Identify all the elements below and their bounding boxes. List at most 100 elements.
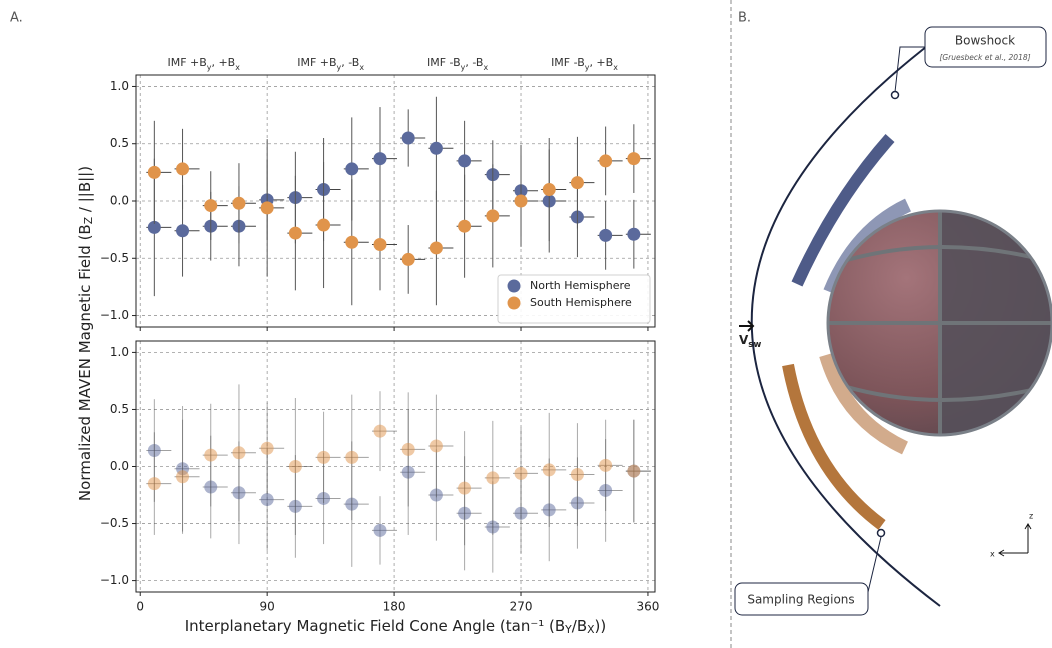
point: [542, 463, 556, 477]
panel-label: B.: [738, 11, 751, 26]
mars-outline: [826, 209, 1052, 437]
bowshock-curve: [750, 39, 941, 607]
point: [514, 466, 528, 480]
point: [627, 464, 641, 478]
point: [232, 446, 246, 460]
point: [514, 194, 528, 208]
point: [147, 165, 161, 179]
y-tick-label: −0.5: [100, 516, 129, 530]
y-axis-label: Normalized MAVEN Magnetic Field (BZ / ||…: [76, 166, 96, 501]
connector: [867, 536, 882, 593]
legend-marker: [507, 279, 521, 293]
point: [260, 201, 274, 215]
label-box: [924, 26, 1047, 68]
point: [288, 226, 302, 240]
x-tick-label: 270: [510, 600, 533, 614]
panel-label: A.: [10, 11, 23, 26]
point: [570, 467, 584, 481]
point: [176, 162, 190, 176]
y-tick-label: −1.0: [100, 308, 129, 322]
point: [260, 493, 274, 507]
velocity-arrow: [739, 320, 755, 332]
label-box: [734, 582, 869, 616]
point: [288, 460, 302, 473]
point: [176, 224, 190, 238]
axes-frame: [135, 74, 656, 328]
x-tick-label: 360: [636, 600, 659, 614]
plot: −1.0 −0.5 0.0 0.5 1.0 IMF +By, +Bx IMF +By, -B…: [76, 56, 656, 501]
y-tick-label: 0.0: [110, 459, 129, 473]
y-tick-label: 1.0: [110, 79, 129, 93]
point: [627, 227, 641, 241]
point: [599, 154, 613, 168]
point: [373, 424, 387, 438]
point: [570, 176, 584, 190]
legend-box: [497, 274, 651, 324]
point: [373, 152, 387, 166]
point: [147, 477, 161, 491]
marker: [876, 528, 886, 538]
point: [429, 241, 443, 255]
point: [345, 162, 359, 176]
point: [401, 442, 415, 456]
sampling-arc: [782, 363, 886, 530]
sampling-arc: [791, 134, 895, 287]
point: [373, 523, 387, 537]
point: [486, 471, 500, 485]
axis-label: x: [990, 550, 995, 559]
y-tick-label: 0.0: [110, 194, 129, 208]
marker: [890, 90, 900, 100]
point: [627, 152, 641, 166]
point: [429, 439, 443, 453]
sector-label: IMF +By, +Bx: [167, 56, 240, 72]
point: [458, 154, 472, 168]
axis-label: z: [1029, 512, 1033, 521]
legend-marker: [507, 296, 521, 310]
point: [401, 131, 415, 145]
y-tick-label: −1.0: [100, 573, 129, 587]
point: [204, 199, 218, 213]
sector-label: IMF +By, -Bx: [297, 56, 364, 72]
y-tick-label: 0.5: [110, 402, 129, 416]
legend-label: South Hemisphere: [530, 296, 632, 309]
point: [345, 235, 359, 249]
point: [542, 183, 556, 197]
y-tick-label: −0.5: [100, 251, 129, 265]
point: [458, 219, 472, 233]
axes-icon: [998, 523, 1032, 557]
point: [317, 218, 331, 232]
point: [373, 238, 387, 252]
point: [176, 470, 190, 484]
diagram: Bowshock [Gruesbeck et al., 2018] Sampli…: [734, 26, 1052, 616]
velocity-label: Vsw: [739, 333, 761, 350]
point: [429, 141, 443, 155]
y-tick-label: 0.5: [110, 136, 129, 150]
citation: [Gruesbeck et al., 2018]: [939, 53, 1030, 62]
sampling-label: Sampling Regions: [747, 593, 854, 607]
point: [260, 441, 274, 455]
point: [599, 458, 613, 472]
x-tick-label: 180: [383, 600, 406, 614]
sector-label: IMF -By, -Bx: [427, 56, 488, 72]
legend-label: North Hemisphere: [530, 279, 631, 292]
connector: [894, 46, 925, 93]
point: [204, 448, 218, 462]
point: [345, 450, 359, 464]
point: [486, 209, 500, 223]
axes-frame: [135, 340, 656, 593]
point: [317, 450, 331, 464]
point: [401, 252, 415, 266]
point: [232, 196, 246, 210]
sector-label: IMF -By, +Bx: [551, 56, 618, 72]
point: [458, 481, 472, 495]
x-tick-label: 0: [136, 600, 144, 614]
sampling-arc: [819, 352, 909, 455]
point: [147, 220, 161, 234]
x-tick-label: 90: [260, 600, 275, 614]
bowshock-label: Bowshock: [955, 34, 1015, 48]
y-tick-label: 1.0: [110, 345, 129, 359]
x-axis-label: Interplanetary Magnetic Field Cone Angle…: [185, 617, 607, 637]
plot: −1.0 −0.5 0.0 0.5 1.0 0 90 180 270 360 Interplanet…: [100, 340, 659, 637]
point: [599, 228, 613, 242]
